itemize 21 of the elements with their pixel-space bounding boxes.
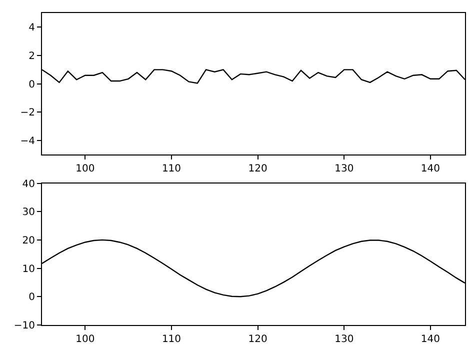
y-tick-label: −10 bbox=[14, 320, 35, 332]
x-tick-label: 110 bbox=[162, 334, 182, 345]
x-tick-label: 120 bbox=[248, 164, 268, 175]
x-tick-label: 130 bbox=[334, 334, 354, 345]
x-tick-label: 140 bbox=[420, 164, 440, 175]
y-tick-label: 40 bbox=[22, 178, 35, 190]
y-tick-label: 20 bbox=[22, 235, 35, 246]
x-tick-label: 100 bbox=[76, 164, 95, 175]
x-tick-label: 100 bbox=[76, 334, 95, 345]
y-tick-label: 2 bbox=[28, 51, 35, 62]
y-tick-label: 0 bbox=[28, 79, 35, 90]
y-tick-label: 10 bbox=[22, 264, 35, 275]
x-tick-label: 120 bbox=[248, 334, 268, 345]
y-tick-label: 4 bbox=[28, 22, 35, 34]
x-tick-label: 130 bbox=[334, 164, 354, 175]
y-tick-label: 30 bbox=[22, 207, 35, 218]
x-tick-label: 110 bbox=[162, 164, 182, 175]
y-tick-label: 0 bbox=[28, 292, 35, 304]
y-tick-label: −4 bbox=[20, 136, 35, 148]
y-tick-label: −2 bbox=[20, 108, 35, 119]
x-tick-label: 140 bbox=[420, 334, 440, 345]
